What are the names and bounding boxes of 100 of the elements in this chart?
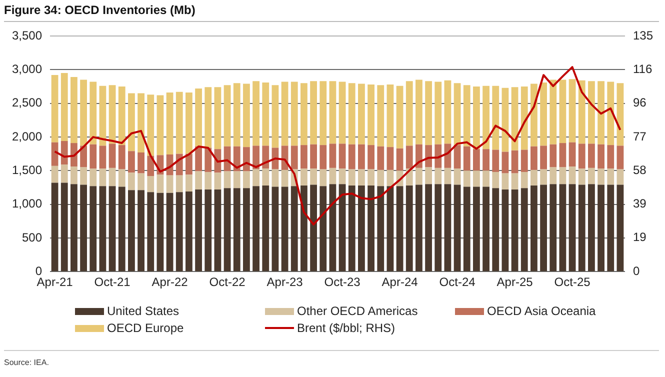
bar: [454, 83, 461, 146]
bar: [80, 146, 87, 168]
bar: [511, 189, 518, 272]
bar: [338, 184, 346, 272]
bar: [416, 168, 422, 185]
bar: [454, 184, 461, 272]
bar: [511, 173, 518, 190]
bar: [578, 144, 586, 169]
bar: [204, 172, 212, 190]
bar: [598, 168, 604, 185]
bar: [578, 80, 586, 144]
x-tick-label: Apr-21: [36, 275, 74, 290]
bar: [128, 93, 135, 152]
bar: [195, 88, 202, 146]
bar: [607, 82, 614, 146]
bar: [310, 144, 317, 169]
bar: [147, 176, 154, 192]
bar: [118, 169, 126, 187]
y-tick-label: 1,000: [12, 196, 42, 211]
bar: [568, 142, 576, 167]
y2-tick-label: 135: [633, 28, 654, 42]
bar: [616, 184, 624, 272]
bar: [329, 168, 336, 184]
bar: [598, 144, 604, 169]
bar: [128, 151, 135, 173]
bar: [290, 82, 298, 146]
bar: [60, 182, 68, 272]
bar: [290, 186, 298, 272]
bar: [99, 86, 106, 146]
bar: [463, 85, 470, 146]
bar: [233, 171, 240, 188]
bar: [70, 184, 78, 272]
bar: [588, 168, 595, 184]
bar: [176, 175, 183, 192]
bar: [578, 168, 586, 185]
bar: [338, 144, 346, 169]
bar: [224, 85, 231, 146]
bar: [118, 186, 126, 272]
legend-label: United States: [107, 304, 180, 318]
y2-tick-label: 96: [633, 96, 647, 110]
bar: [444, 184, 452, 272]
bar: [320, 145, 327, 170]
y-tick-label: 2,000: [12, 129, 42, 144]
bar: [262, 82, 270, 146]
bar: [348, 144, 356, 170]
bar: [176, 192, 183, 272]
y2-tick-label: 39: [633, 196, 647, 211]
bar: [329, 81, 336, 144]
bar: [214, 189, 222, 272]
bar: [473, 149, 480, 171]
bar: [454, 168, 461, 185]
bar: [530, 170, 538, 186]
bar: [281, 186, 288, 272]
bar: [214, 87, 222, 150]
bar: [156, 174, 164, 193]
bar: [186, 191, 192, 272]
bar: [243, 171, 250, 188]
bar: [51, 182, 58, 272]
bar: [252, 146, 260, 170]
bar: [463, 146, 470, 171]
bar: [70, 166, 78, 184]
bar: [568, 166, 576, 184]
bar: [396, 186, 404, 272]
source-note: Source: IEA.: [4, 358, 49, 367]
bar: [358, 169, 365, 186]
y-tick-label: 500: [22, 230, 42, 244]
bar: [329, 144, 336, 168]
bar: [607, 184, 614, 272]
bar: [224, 188, 231, 272]
bar: [559, 80, 566, 144]
bar: [272, 186, 279, 272]
bar: [80, 184, 87, 272]
bar: [60, 141, 68, 165]
bar: [166, 92, 174, 154]
legend-label: Brent ($/bbl; RHS): [297, 321, 396, 335]
bar: [233, 83, 240, 146]
bar: [482, 170, 490, 187]
bar: [195, 171, 202, 190]
bar: [262, 185, 270, 272]
bar: [348, 83, 356, 144]
x-tick-label: Apr-23: [266, 275, 304, 290]
bar: [281, 170, 288, 187]
bar: [492, 188, 500, 272]
bar: [482, 86, 490, 150]
y2-tick-label: 116: [633, 62, 652, 76]
bar: [540, 146, 547, 170]
y2-tick-label: 19: [633, 230, 647, 244]
bar: [300, 185, 308, 272]
bar: [233, 188, 240, 272]
bar: [108, 168, 116, 186]
bar: [492, 86, 500, 150]
bar: [568, 79, 576, 142]
bar: [310, 81, 317, 144]
bar: [559, 143, 566, 168]
bar: [128, 172, 135, 190]
bar: [51, 75, 58, 142]
bar: [300, 145, 308, 169]
legend-label: OECD Asia Oceania: [487, 304, 596, 318]
bar: [166, 192, 174, 272]
bar: [147, 156, 154, 176]
